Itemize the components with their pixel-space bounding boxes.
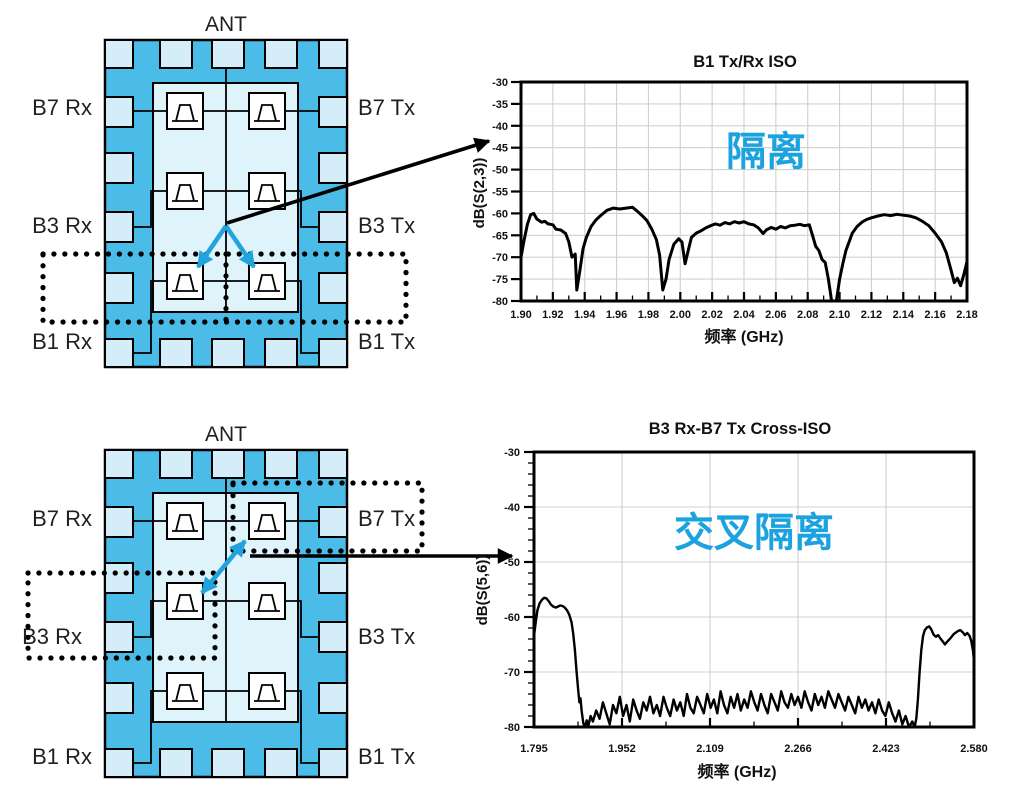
y-tick-label: -50 <box>504 557 520 569</box>
annotation-cross-isolation: 交叉隔离 <box>674 511 834 555</box>
x-tick-label: 2.266 <box>784 743 812 755</box>
pin-label-b3tx: B3 Tx <box>358 624 415 649</box>
y-tick-label: -70 <box>504 667 520 679</box>
x-tick-label: 2.16 <box>924 309 945 321</box>
x-tick-label: 1.795 <box>520 743 548 755</box>
data-curve <box>519 205 969 303</box>
pin-label-b7rx: B7 Rx <box>32 95 92 120</box>
x-tick-label: 2.423 <box>872 743 900 755</box>
y-tick-label: -60 <box>504 612 520 624</box>
y-tick-label: -80 <box>504 722 520 734</box>
pin-label-b1tx: B1 Tx <box>358 329 415 354</box>
x-tick-label: 1.98 <box>638 309 659 321</box>
dotted-highlight-box-b1 <box>40 251 409 325</box>
x-tick-label: 2.08 <box>797 309 818 321</box>
x-tick-label: 2.109 <box>696 743 724 755</box>
diagram-bottom: ANT B7 Rx B3 Rx B1 Rx B7 Tx B3 Tx B1 Tx <box>22 423 514 777</box>
pin-label-b7tx: B7 Tx <box>358 506 415 531</box>
blue-arrow-right-icon <box>224 224 256 269</box>
annotation-isolation: 隔离 <box>726 130 806 174</box>
chart-b1-iso: 1.90 1.92 1.94 1.96 1.98 2.00 2.02 2.04 2.06 2.08… <box>471 53 978 346</box>
x-tick-label: 1.90 <box>510 309 531 321</box>
y-axis-label: dB(S(2,3)) <box>471 158 488 229</box>
ant-label: ANT <box>205 13 247 36</box>
pin-label-b1rx: B1 Rx <box>32 744 92 769</box>
y-tick-label: -55 <box>492 187 508 199</box>
x-tick-label: 1.96 <box>606 309 627 321</box>
y-tick-label: -70 <box>492 252 508 264</box>
x-tick-label: 2.18 <box>956 309 977 321</box>
pin-label-b7rx: B7 Rx <box>32 506 92 531</box>
plot-area: 1.90 1.92 1.94 1.96 1.98 2.00 2.02 2.04 2.06 2.08… <box>492 77 978 321</box>
pin-label-b3rx: B3 Rx <box>22 624 82 649</box>
blue-arrow-left-icon <box>196 224 228 269</box>
x-tick-label: 1.94 <box>574 309 596 321</box>
y-tick-label: -40 <box>504 502 520 514</box>
dotted-highlight-box-b3rx <box>25 570 218 661</box>
x-tick-label: 2.14 <box>893 309 915 321</box>
pin-label-b1rx: B1 Rx <box>32 329 92 354</box>
y-tick-label: -65 <box>492 230 508 242</box>
x-tick-label: 2.10 <box>829 309 850 321</box>
y-tick-label: -80 <box>492 296 508 308</box>
pin-label-b7tx: B7 Tx <box>358 95 415 120</box>
y-tick-label: -35 <box>492 99 508 111</box>
x-tick-label: 2.580 <box>960 743 988 755</box>
x-tick-label: 2.12 <box>861 309 882 321</box>
x-tick-label: 1.952 <box>608 743 636 755</box>
ant-label: ANT <box>205 423 247 446</box>
chart-title: B1 Tx/Rx ISO <box>693 53 797 71</box>
x-tick-label: 1.92 <box>542 309 563 321</box>
x-tick-label: 2.04 <box>733 309 755 321</box>
y-tick-label: -75 <box>492 274 508 286</box>
dotted-highlight-box-b7tx <box>230 480 425 554</box>
pin-label-b1tx: B1 Tx <box>358 744 415 769</box>
plot-frame <box>532 450 976 729</box>
chart-title: B3 Rx-B7 Tx Cross-ISO <box>649 420 832 438</box>
y-tick-label: -60 <box>492 208 508 220</box>
x-tick-label: 2.02 <box>701 309 722 321</box>
y-tick-label: -40 <box>492 121 508 133</box>
x-axis-label: 频率 (GHz) <box>697 762 776 781</box>
x-axis-label: 频率 (GHz) <box>704 327 783 346</box>
y-axis-label: dB(S(5,6)) <box>474 555 491 626</box>
pin-label-b3rx: B3 Rx <box>32 213 92 238</box>
x-tick-label: 2.06 <box>765 309 786 321</box>
diagram-top: ANT B7 Rx B3 Rx B1 Rx B7 Tx B3 Tx B1 Tx <box>32 13 491 367</box>
x-tick-label: 2.00 <box>670 309 691 321</box>
blue-double-arrow-icon <box>200 539 247 595</box>
y-tick-label: -50 <box>492 165 508 177</box>
pin-label-b3tx: B3 Tx <box>358 213 415 238</box>
y-tick-label: -30 <box>504 447 520 459</box>
y-tick-label: -30 <box>492 77 508 89</box>
callout-arrow-icon <box>226 137 491 225</box>
chart-cross-iso: 1.795 1.952 2.109 2.266 2.423 2.580 -30 -40 -50 -… <box>474 420 988 781</box>
plot-area: 1.795 1.952 2.109 2.266 2.423 2.580 -30 -40 -50 -… <box>504 447 988 755</box>
y-tick-label: -45 <box>492 143 508 155</box>
